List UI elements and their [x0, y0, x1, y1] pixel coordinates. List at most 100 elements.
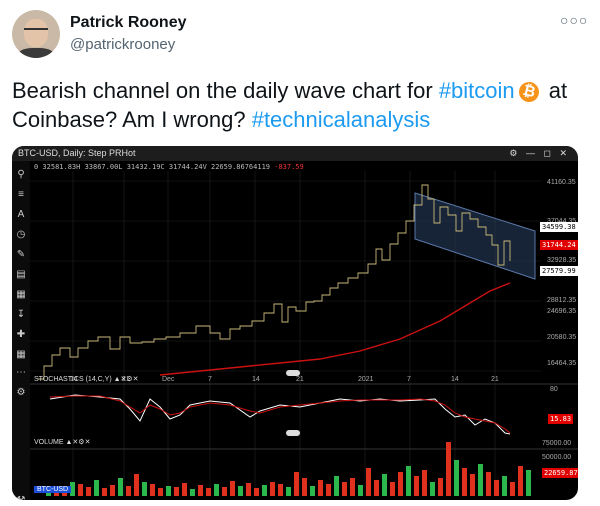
hashtag-technicalanalysis[interactable]: #technicalanalysis [251, 107, 431, 132]
volume-bar [254, 488, 259, 496]
bearish-channel [414, 192, 536, 280]
price-tag-last: 31744.24 [540, 240, 578, 250]
volume-bar [222, 487, 227, 496]
volume-bar [86, 487, 91, 496]
price-tick: 41160.35 [547, 179, 576, 186]
volume-bar [246, 483, 251, 496]
chart-title: BTC-USD, Daily: Step PRHot [18, 148, 136, 158]
ohlc-change: -837.59 [274, 163, 304, 171]
bitcoin-emoji: ₿ [516, 80, 541, 105]
pin-icon[interactable]: ⚒ [15, 495, 27, 500]
volume-bar [478, 464, 483, 496]
date-tick: 21 [296, 376, 304, 383]
volume-bar [518, 466, 523, 496]
volume-bar [110, 485, 115, 496]
date-tick: Dec [162, 376, 175, 383]
volume-bar [342, 482, 347, 496]
volume-bar [198, 485, 203, 496]
avatar[interactable] [12, 10, 60, 58]
price-tick: 28812.35 [547, 297, 576, 304]
hashtag-bitcoin[interactable]: #bitcoin [438, 78, 515, 103]
tweet-text-part2: at Coinbase? Am I wrong? [12, 78, 568, 132]
volume-bar [366, 468, 371, 496]
author-name[interactable]: Patrick Rooney [70, 14, 187, 31]
volume-bars [46, 442, 531, 496]
grid-icon[interactable]: ▦ [16, 289, 26, 300]
volume-bar [494, 480, 499, 496]
price-tag-current-high: 34599.38 [540, 222, 578, 232]
price-tick-labels: 41160.35 37044.35 32928.35 28812.35 2469… [547, 179, 576, 367]
price-tag-ma: 27579.99 [540, 266, 578, 276]
text-tool-icon[interactable]: A [17, 209, 25, 220]
price-tick: 16464.35 [547, 360, 576, 367]
download-icon[interactable]: ↧ [16, 309, 26, 320]
clock-icon[interactable]: ◷ [16, 229, 26, 240]
volume-bar [310, 486, 315, 496]
date-tick: 21 [122, 376, 130, 383]
volume-bar [102, 488, 107, 496]
chart-canvas[interactable]: 41160.35 37044.35 32928.35 28812.35 2469… [30, 161, 578, 500]
avatar-shirt [18, 48, 54, 58]
date-tick: 7 [208, 376, 212, 383]
avatar-face [24, 19, 48, 47]
volume-bar [150, 484, 155, 496]
volume-bar [318, 480, 323, 496]
volume-bar [262, 485, 267, 496]
volume-bar [358, 485, 363, 496]
volume-bar [502, 476, 507, 496]
panel-resize-handle[interactable] [286, 370, 300, 376]
price-tick: 24696.35 [547, 308, 576, 315]
volume-bar [350, 478, 355, 496]
panel-resize-handle[interactable] [286, 430, 300, 436]
more-tools-icon[interactable]: ⋯ [16, 367, 26, 378]
volume-bar [374, 480, 379, 496]
bars-icon[interactable]: ▤ [16, 269, 26, 280]
bar-style-icon[interactable]: ≡ [18, 189, 24, 200]
avatar-glasses [24, 28, 48, 36]
volume-bar [486, 472, 491, 496]
stochastics-label[interactable]: STOCHASTICS (14,C,Y) ▲✕⚙✕ [34, 376, 139, 383]
volume-bar [406, 466, 411, 496]
chart-image[interactable]: BTC-USD, Daily: Step PRHot ⚙ — ◻ ✕ ⚲ ≡ A… [12, 146, 578, 500]
volume-bar [470, 474, 475, 496]
volume-bar [142, 482, 147, 496]
ohlc-readout: 0 32581.83H 33867.00L 31432.19C 31744.24… [34, 163, 304, 171]
window-controls[interactable]: ⚙ — ◻ ✕ [509, 148, 570, 158]
volume-bar [462, 468, 467, 496]
author-handle[interactable]: @patrickrooney [70, 36, 176, 53]
date-tick: 7 [407, 376, 411, 383]
calendar-icon[interactable]: ▦ [16, 349, 26, 360]
crosshair-icon[interactable]: ✚ [16, 329, 26, 340]
volume-bar [414, 476, 419, 496]
date-tick: 14 [451, 376, 459, 383]
volume-bar [526, 470, 531, 496]
volume-tick: 75000.00 [542, 440, 572, 447]
tweet-text-part1: Bearish channel on the daily wave chart … [12, 78, 439, 103]
pencil-icon[interactable]: ✎ [16, 249, 26, 260]
chart-toolbar: ⚲ ≡ A ◷ ✎ ▤ ▦ ↧ ✚ ▦ ⋯ ⚙ ⚒ [12, 161, 30, 500]
volume-tick: 50000.00 [542, 454, 572, 461]
volume-bar [174, 487, 179, 496]
date-tick: 2021 [358, 376, 374, 383]
zoom-icon[interactable]: ⚲ [17, 169, 25, 180]
volume-bar [430, 482, 435, 496]
volume-bar [382, 474, 387, 496]
volume-bar [286, 487, 291, 496]
volume-bar [134, 474, 139, 496]
volume-bar [438, 478, 443, 496]
volume-label[interactable]: VOLUME ▲✕⚙✕ [34, 439, 91, 446]
price-tick: 37044.35 [547, 218, 576, 225]
volume-bar [278, 484, 283, 496]
price-tick: 20580.35 [547, 334, 576, 341]
volume-bar [454, 460, 459, 496]
stoch-tag: 15.83 [548, 414, 574, 424]
stochastics-settings-icon[interactable]: ⚙ [16, 387, 26, 398]
volume-bar [70, 482, 75, 496]
volume-bar [510, 482, 515, 496]
volume-bar [270, 482, 275, 496]
volume-tag: 22659.87 [542, 468, 578, 478]
volume-bar [230, 481, 235, 496]
more-options-icon[interactable]: ○○○ [560, 12, 589, 28]
symbol-tab[interactable]: BTC-USD [34, 486, 72, 493]
stoch-tick: 80 [550, 386, 558, 393]
